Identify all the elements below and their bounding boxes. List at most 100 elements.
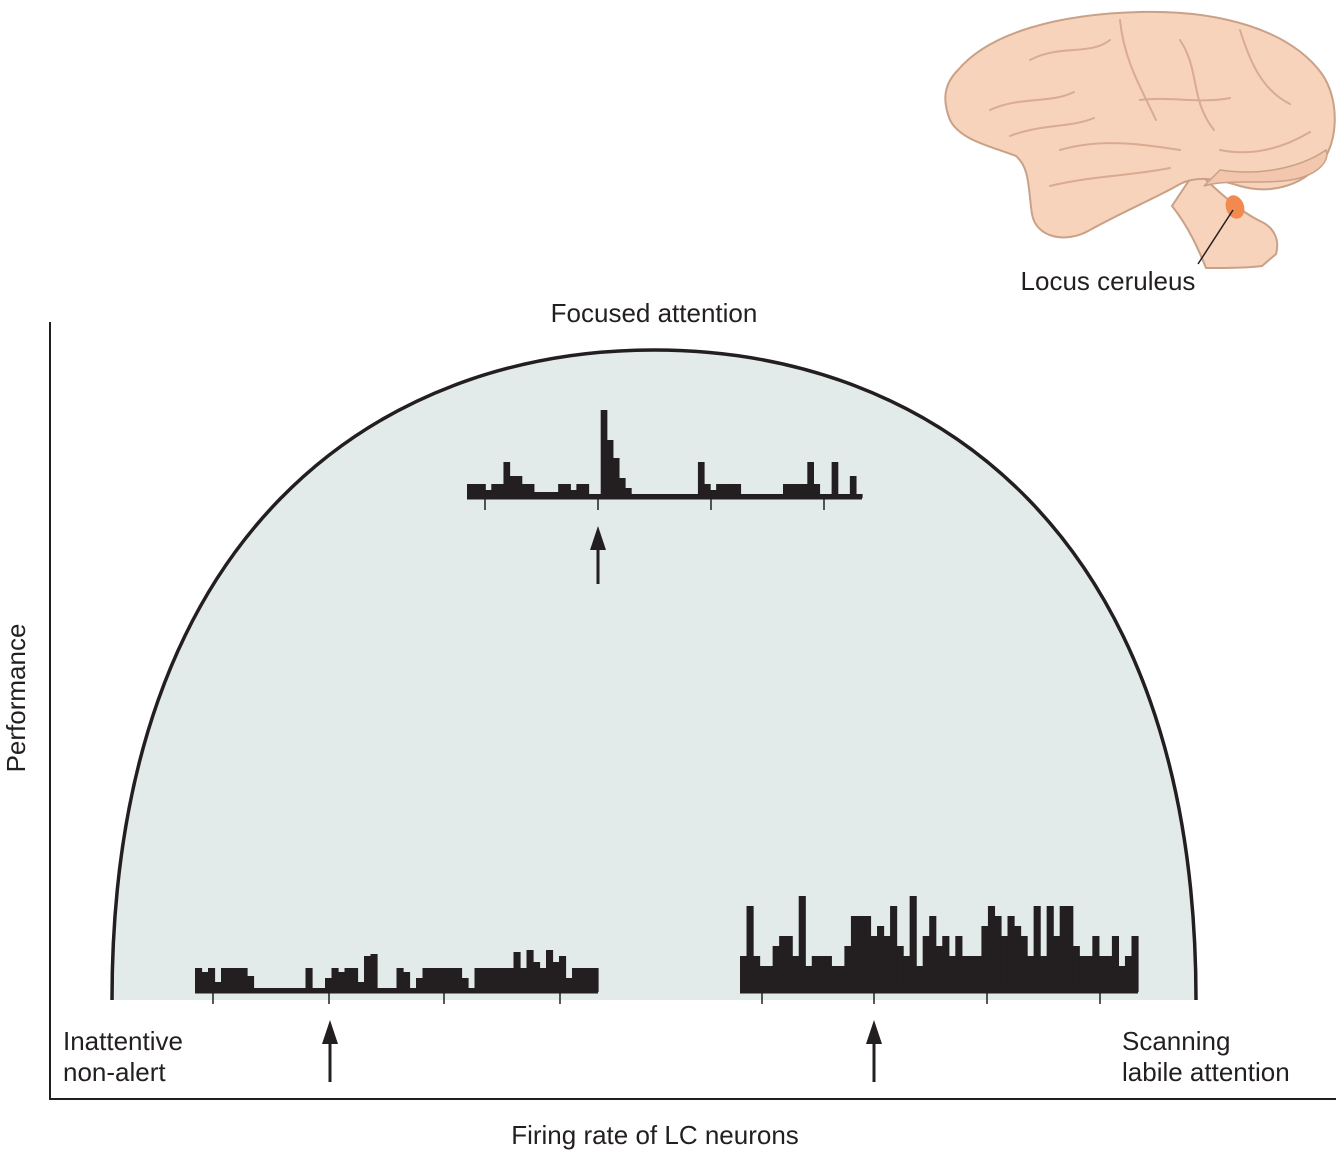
histogram-bar: [208, 968, 216, 992]
histogram-bar: [716, 484, 723, 498]
histogram-bar: [468, 988, 476, 992]
histogram-bar: [594, 494, 602, 498]
histogram-bar: [728, 484, 735, 498]
histogram-bar: [520, 968, 528, 992]
histogram-bar: [679, 494, 687, 498]
histogram-bar: [539, 492, 547, 498]
locus-ceruleus-label: Locus ceruleus: [1021, 266, 1196, 296]
histogram-bar: [533, 492, 541, 498]
histogram-bar: [909, 896, 917, 992]
histogram-bar: [383, 988, 391, 992]
histogram-bar: [968, 956, 976, 992]
histogram-bar: [740, 956, 748, 992]
histogram-bar: [837, 494, 845, 498]
histogram-bar: [661, 494, 669, 498]
histogram-bar: [578, 968, 586, 992]
histogram-bar: [1020, 936, 1028, 992]
histogram-bar: [798, 896, 806, 992]
histogram-bar: [811, 956, 819, 992]
histogram-bar: [801, 484, 808, 498]
histogram-bar: [1014, 926, 1022, 992]
histogram-bar: [1007, 916, 1015, 992]
histogram-bar: [539, 968, 547, 992]
histogram-bar: [479, 484, 486, 498]
firing-rate-axis-label: Firing rate of LC neurons: [511, 1120, 799, 1150]
histogram-bar: [474, 968, 482, 992]
histogram-bar: [509, 476, 517, 498]
histogram-bar: [1000, 936, 1009, 992]
histogram-bar: [903, 956, 911, 992]
histogram-bar: [643, 494, 650, 498]
histogram-bar: [994, 916, 1002, 992]
histogram-bar: [351, 968, 359, 992]
scanning-label: Scanning: [1122, 1026, 1230, 1056]
histogram-bar: [585, 968, 593, 992]
histogram-bar: [279, 988, 287, 992]
histogram-bar: [473, 484, 480, 498]
histogram-bar: [974, 956, 983, 992]
non-alert-label: non-alert: [63, 1057, 166, 1087]
histogram-bar: [813, 484, 821, 498]
histogram-bar: [776, 494, 784, 498]
histogram-bar: [396, 968, 404, 992]
histogram-bar: [863, 916, 872, 992]
histogram-bar: [1059, 906, 1067, 992]
histogram-bar: [1098, 956, 1106, 992]
histogram-bar: [779, 936, 787, 992]
focused-attention-label: Focused attention: [551, 298, 758, 328]
histogram-bar: [195, 968, 203, 992]
histogram-bar: [494, 968, 502, 992]
histogram-bar: [331, 968, 339, 992]
histogram-bar: [710, 490, 717, 498]
histogram-bar: [637, 494, 644, 498]
histogram-bar: [570, 490, 577, 498]
histogram-bar: [1131, 936, 1139, 992]
histogram-bar: [746, 494, 754, 498]
histogram-bar: [766, 966, 774, 992]
histogram-bar: [1066, 906, 1074, 992]
histogram-bar: [770, 494, 778, 498]
histogram-bar: [344, 968, 352, 992]
histogram-bar: [1111, 936, 1120, 992]
histogram-bar: [849, 476, 857, 498]
histogram-bar: [890, 906, 898, 992]
histogram-bar: [752, 494, 760, 498]
histogram-bar: [929, 916, 937, 992]
histogram-bar: [759, 966, 767, 992]
histogram-bar: [987, 906, 996, 992]
histogram-bar: [618, 478, 626, 498]
histogram-bar: [442, 968, 450, 992]
histogram-bar: [515, 476, 523, 498]
histogram-bar: [606, 440, 614, 498]
histogram-bar: [948, 956, 956, 992]
histogram-bar: [461, 978, 469, 992]
histogram-bar: [409, 988, 417, 992]
histogram-bar: [1105, 956, 1113, 992]
histogram-bar: [234, 968, 242, 992]
focused-stimulus-arrow: [590, 526, 606, 584]
histogram-bar: [942, 936, 950, 992]
histogram-bar: [377, 988, 385, 992]
histogram-bar: [837, 966, 845, 992]
brain-illustration: [944, 10, 1336, 270]
histogram-bar: [318, 988, 326, 992]
performance-dome: [112, 350, 1196, 1000]
histogram-bar: [455, 968, 463, 992]
histogram-bar: [325, 978, 333, 992]
histogram-bar: [338, 972, 346, 992]
histogram-bar: [533, 962, 541, 992]
histogram-bar: [552, 962, 560, 992]
histogram-bar: [260, 988, 268, 992]
histogram-bar: [576, 484, 584, 498]
histogram-bar: [807, 462, 814, 498]
histogram-bar: [201, 972, 209, 992]
histogram-bar: [758, 494, 766, 498]
histogram-bar: [558, 484, 565, 498]
histogram-bar: [850, 916, 859, 992]
scanning-histogram: [740, 896, 1139, 1004]
histogram-bar: [435, 968, 443, 992]
histogram-bar: [740, 494, 748, 498]
histogram-bar: [266, 988, 274, 992]
histogram-bar: [685, 494, 693, 498]
histogram-bar: [513, 952, 521, 992]
